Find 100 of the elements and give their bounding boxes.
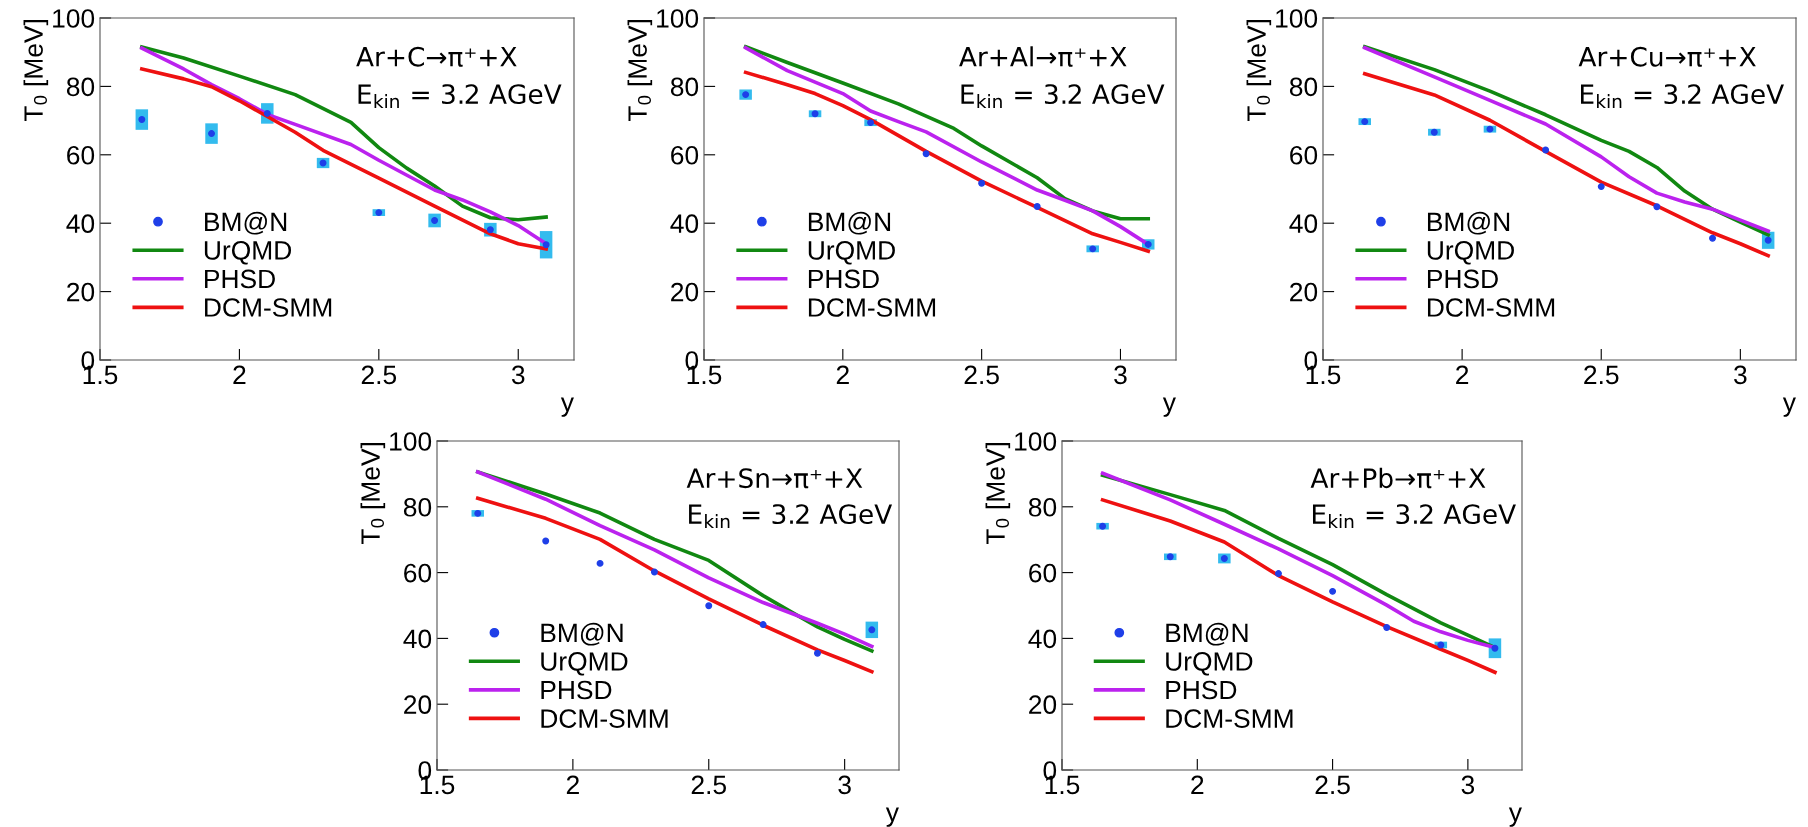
- legend-label: UrQMD: [1427, 241, 1514, 265]
- y-tick-label: 100: [657, 9, 699, 28]
- point: [486, 226, 494, 234]
- y-tick-label: 100: [1276, 9, 1318, 28]
- legend-label: BM@N: [541, 622, 623, 646]
- y-tick-label: 60: [1029, 563, 1057, 583]
- y-tick-label: 100: [53, 9, 95, 28]
- point: [208, 130, 216, 138]
- y-tick-label: 80: [1028, 497, 1057, 517]
- point: [1653, 203, 1661, 211]
- y-axis-title: T$_{0}$ [MeV]: [985, 443, 1011, 545]
- point: [1033, 202, 1041, 210]
- x-axis-title: y: [885, 807, 899, 827]
- y-tick-label: 80: [403, 497, 432, 517]
- x-tick-label: 2.5: [1315, 775, 1350, 795]
- x-tick-label: 3: [1461, 775, 1475, 795]
- x-axis-title: y: [1508, 807, 1522, 827]
- x-tick-label: 2.5: [1584, 365, 1619, 385]
- x-tick-label: 3: [1734, 365, 1747, 385]
- y-tick-label: 100: [1015, 432, 1057, 451]
- x-tick-label: 3: [1114, 365, 1127, 385]
- y-axis-title: T$_{0}$ [MeV]: [627, 20, 653, 122]
- point: [263, 109, 271, 117]
- y-tick-label: 80: [670, 77, 699, 97]
- point: [978, 179, 986, 187]
- point: [542, 241, 550, 249]
- legend-label: UrQMD: [541, 652, 628, 676]
- annotation: E$_{kin}$ = 3.2 AGeV: [689, 504, 893, 529]
- y-tick-label: 40: [66, 214, 95, 234]
- annotation: E$_{kin}$ = 3.2 AGeV: [358, 84, 562, 109]
- annotation: Ar+Sn→π⁺+X: [686, 468, 863, 489]
- legend-label: UrQMD: [1166, 652, 1253, 676]
- y-tick-label: 40: [670, 214, 699, 234]
- x-tick-label: 3: [838, 775, 851, 795]
- y-tick-label: 40: [403, 629, 432, 649]
- point: [1709, 234, 1717, 242]
- x-tick-label: 2: [233, 365, 246, 384]
- legend-label: DCM-SMM: [1166, 709, 1293, 728]
- point: [759, 621, 767, 629]
- annotation: Ar+Al→π⁺+X: [959, 46, 1127, 67]
- y-tick-label: 80: [1289, 77, 1318, 97]
- point: [1274, 570, 1282, 578]
- legend-label: BM@N: [1166, 622, 1248, 646]
- point: [138, 116, 146, 124]
- y-tick-label: 60: [1290, 145, 1318, 165]
- x-tick-label: 3: [511, 365, 525, 385]
- x-tick-label: 2.5: [361, 365, 397, 385]
- x-axis-title: y: [560, 397, 574, 417]
- point: [542, 537, 550, 545]
- point: [1383, 624, 1391, 632]
- annotation: Ar+C→π⁺+X: [356, 46, 517, 67]
- x-axis-title: y: [1162, 397, 1176, 417]
- y-tick-label: 40: [1289, 214, 1318, 234]
- legend-label: DCM-SMM: [808, 298, 936, 317]
- y-tick-label: 20: [67, 282, 95, 302]
- legend-label: PHSD: [205, 269, 275, 289]
- x-tick-label: 2.5: [691, 775, 726, 795]
- point: [813, 649, 821, 657]
- y-tick-label: 60: [67, 145, 95, 165]
- annotation: E$_{kin}$ = 3.2 AGeV: [1312, 504, 1516, 529]
- x-tick-label: 2: [1191, 775, 1204, 794]
- annotation: Ar+Pb→π⁺+X: [1310, 467, 1486, 489]
- x-tick-label: 2: [1456, 365, 1469, 384]
- annotation: E$_{kin}$ = 3.2 AGeV: [961, 84, 1165, 109]
- point: [596, 559, 604, 567]
- legend-label: PHSD: [1166, 680, 1237, 700]
- point: [1542, 146, 1550, 154]
- x-tick-label: 2: [836, 365, 849, 384]
- y-axis-title: T$_{0}$ [MeV]: [23, 20, 49, 122]
- point: [1597, 183, 1605, 191]
- legend-label: PHSD: [808, 269, 879, 289]
- point: [868, 626, 876, 634]
- y-axis-title: T$_{0}$ [MeV]: [1246, 20, 1272, 122]
- y-tick-label: 40: [1028, 629, 1057, 649]
- annotation: Ar+Cu→π⁺+X: [1578, 46, 1756, 67]
- legend-label: BM@N: [205, 211, 287, 235]
- point: [431, 216, 439, 224]
- point: [1764, 236, 1772, 244]
- x-tick-label: 2.5: [964, 365, 999, 385]
- y-axis-title: T$_{0}$ [MeV]: [360, 443, 386, 545]
- legend-label: PHSD: [541, 680, 612, 700]
- point: [922, 150, 930, 158]
- legend-label: DCM-SMM: [205, 298, 332, 317]
- y-tick-label: 80: [66, 77, 95, 97]
- annotation: E$_{kin}$ = 3.2 AGeV: [1581, 84, 1784, 109]
- point: [1491, 644, 1499, 652]
- x-axis-title: y: [1782, 397, 1796, 417]
- y-tick-label: 100: [390, 432, 432, 451]
- legend-label: BM@N: [1427, 211, 1510, 235]
- y-tick-label: 60: [671, 145, 699, 165]
- y-tick-label: 60: [404, 563, 432, 583]
- y-tick-label: 20: [404, 695, 432, 715]
- point: [705, 602, 713, 610]
- y-tick-label: 20: [1290, 282, 1318, 302]
- legend-label: DCM-SMM: [1427, 298, 1555, 317]
- legend-label: BM@N: [808, 211, 891, 235]
- legend-label: UrQMD: [204, 241, 292, 265]
- point: [1329, 587, 1337, 595]
- y-tick-label: 20: [671, 282, 699, 302]
- legend-label: DCM-SMM: [541, 709, 668, 728]
